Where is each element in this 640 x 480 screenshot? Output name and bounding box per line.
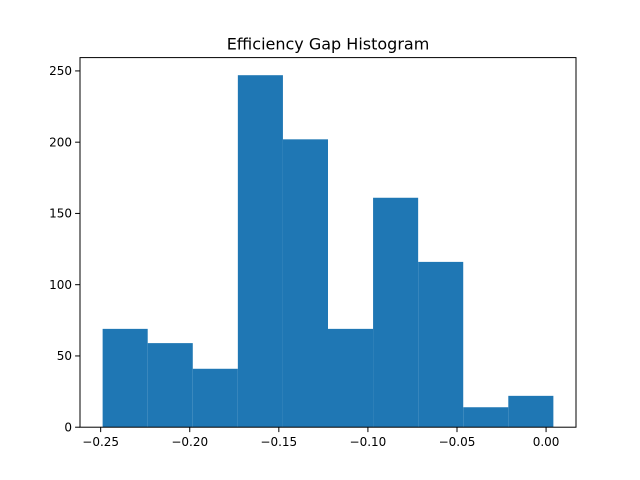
histogram-bar [328,328,374,428]
x-tick-label: −0.05 [439,435,476,449]
chart-title: Efficiency Gap Histogram [227,35,430,54]
x-tick-label: −0.10 [350,435,387,449]
histogram-bar [418,261,464,428]
bars-group [102,75,554,428]
x-tick-label: −0.15 [260,435,297,449]
histogram-bar [147,343,193,428]
y-tick-label: 200 [49,135,72,149]
x-tick-label: −0.20 [171,435,208,449]
histogram-bar [237,75,283,428]
histogram-bar [508,395,554,428]
y-tick-label: 0 [64,421,72,435]
y-tick-label: 150 [49,207,72,221]
histogram-bar [282,139,328,428]
histogram-bar [192,368,238,428]
histogram-bar [373,197,419,428]
y-tick-label: 100 [49,278,72,292]
y-tick-label: 50 [57,349,72,363]
x-tick-label: 0.00 [533,435,560,449]
y-axis: 0 50 100 150 200 250 [49,64,80,435]
histogram-bar [102,328,148,428]
histogram-bar [463,407,509,428]
y-tick-label: 250 [49,64,72,78]
x-axis: −0.25 −0.20 −0.15 −0.10 −0.05 0.00 [82,427,559,449]
plot-frame [79,57,577,428]
x-tick-label: −0.25 [82,435,119,449]
